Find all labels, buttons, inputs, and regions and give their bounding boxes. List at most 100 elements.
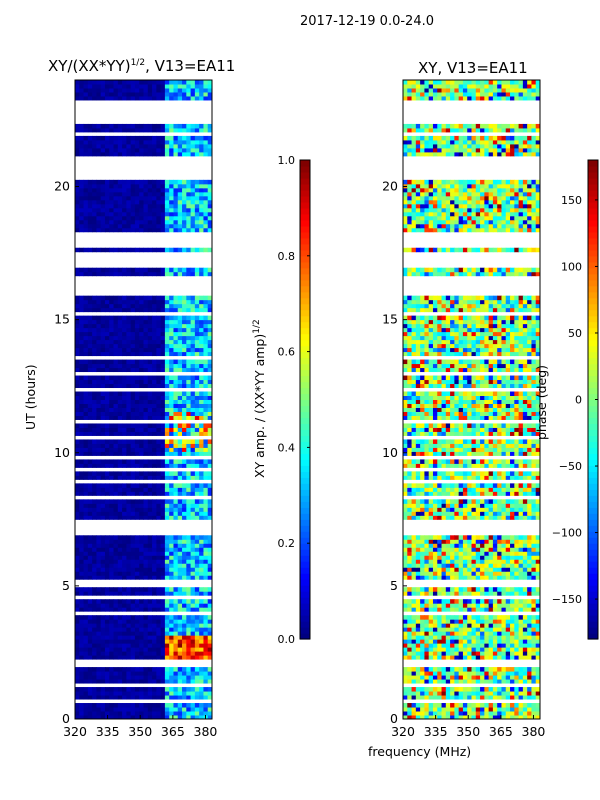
- colorbar-segment: [588, 291, 598, 299]
- colorbar-tick-label: 100: [561, 260, 582, 273]
- colorbar-segment: [588, 387, 598, 395]
- colorbar-segment: [300, 627, 310, 634]
- colorbar-segment: [300, 339, 310, 347]
- colorbar-segment: [588, 285, 598, 293]
- colorbar-segment: [588, 297, 598, 305]
- colorbar-segment: [300, 405, 310, 413]
- y-tick-label: 5: [390, 578, 398, 593]
- colorbar-tick-label: 0.2: [278, 537, 296, 550]
- colorbar-segment: [588, 471, 598, 478]
- colorbar-segment: [300, 519, 310, 526]
- colorbar-segment: [300, 489, 310, 496]
- colorbar-segment: [300, 483, 310, 490]
- colorbar-segment: [588, 615, 598, 622]
- colorbar-segment: [300, 423, 310, 431]
- colorbar-segment: [300, 381, 310, 389]
- colorbar-segment: [588, 555, 598, 562]
- colorbar-segment: [588, 195, 598, 203]
- colorbar-segment: [300, 237, 310, 245]
- colorbar-segment: [300, 219, 310, 227]
- plot-frame: [402, 79, 541, 720]
- heatmap-cells: [403, 80, 541, 720]
- colorbar-segment: [588, 237, 598, 245]
- colorbar-segment: [300, 603, 310, 610]
- amplitude-plot-title: XY/(XX*YY)1/2, V13=EA11: [48, 57, 236, 75]
- colorbar-segment: [300, 261, 310, 269]
- x-tick-label: 320: [63, 724, 87, 739]
- colorbar-segment: [300, 501, 310, 508]
- colorbar-segment: [588, 273, 598, 281]
- colorbar-segment: [300, 213, 310, 221]
- colorbar-tick-label: 0: [575, 394, 582, 407]
- colorbar-segment: [300, 555, 310, 562]
- x-tick-label: 335: [96, 724, 120, 739]
- colorbar-segment: [588, 429, 598, 437]
- colorbar-segment: [588, 513, 598, 520]
- colorbar-segment: [588, 453, 598, 460]
- colorbar-segment: [588, 267, 598, 275]
- colorbar-segment: [300, 459, 310, 466]
- colorbar-segment: [300, 621, 310, 628]
- y-tick-label: 15: [382, 312, 398, 327]
- colorbar-segment: [588, 261, 598, 269]
- colorbar-segment: [300, 303, 310, 311]
- colorbar-segment: [588, 279, 598, 287]
- colorbar-segment: [300, 393, 310, 401]
- colorbar-segment: [300, 255, 310, 263]
- colorbar-segment: [300, 165, 310, 173]
- phase-colorbar-label: phase (deg): [534, 364, 549, 440]
- colorbar-segment: [588, 489, 598, 496]
- plot-frame: [74, 79, 213, 720]
- colorbar-segment: [300, 615, 310, 622]
- colorbar-segment: [300, 177, 310, 185]
- colorbar-segment: [588, 627, 598, 634]
- colorbar-segment: [588, 531, 598, 538]
- colorbar-segment: [300, 207, 310, 215]
- colorbar-segment: [588, 423, 598, 431]
- y-tick-label: 15: [54, 312, 70, 327]
- x-tick-label: 335: [424, 724, 448, 739]
- colorbar-segment: [588, 165, 598, 173]
- colorbar-segment: [300, 315, 310, 323]
- colorbar-segment: [300, 183, 310, 191]
- colorbar-segment: [588, 303, 598, 311]
- colorbar-segment: [300, 243, 310, 251]
- colorbar-segment: [300, 441, 310, 448]
- colorbar-segment: [300, 435, 310, 443]
- colorbar-segment: [588, 465, 598, 472]
- colorbar-segment: [300, 447, 310, 454]
- colorbar-segment: [300, 591, 310, 598]
- colorbar-segment: [588, 339, 598, 347]
- colorbar-segment: [588, 561, 598, 568]
- colorbar-segment: [588, 609, 598, 616]
- colorbar-segment: [588, 549, 598, 556]
- y-tick-label: 0: [62, 711, 70, 726]
- colorbar-segment: [300, 507, 310, 514]
- colorbar-segment: [300, 291, 310, 299]
- colorbar-segment: [588, 189, 598, 197]
- colorbar-segment: [300, 273, 310, 281]
- colorbar-segment: [300, 225, 310, 233]
- x-tick-label: 350: [128, 724, 152, 739]
- colorbar-segment: [300, 201, 310, 209]
- colorbar-segment: [588, 171, 598, 179]
- colorbar-tick-label: 50: [568, 327, 582, 340]
- colorbar-segment: [300, 525, 310, 532]
- colorbar-segment: [300, 417, 310, 425]
- colorbar-segment: [588, 327, 598, 335]
- colorbar-segment: [588, 201, 598, 209]
- colorbar-segment: [300, 531, 310, 538]
- colorbar-segment: [300, 609, 310, 616]
- colorbar-segment: [588, 507, 598, 514]
- colorbar-segment: [300, 267, 310, 275]
- colorbar-segment: [300, 465, 310, 472]
- colorbar-segment: [300, 477, 310, 484]
- y-tick-label: 10: [382, 445, 398, 460]
- colorbar-segment: [588, 345, 598, 353]
- colorbar-segment: [588, 585, 598, 592]
- colorbar-segment: [588, 213, 598, 221]
- colorbar-segment: [588, 243, 598, 251]
- colorbar-segment: [588, 477, 598, 484]
- colorbar-segment: [588, 393, 598, 401]
- colorbar-segment: [300, 411, 310, 419]
